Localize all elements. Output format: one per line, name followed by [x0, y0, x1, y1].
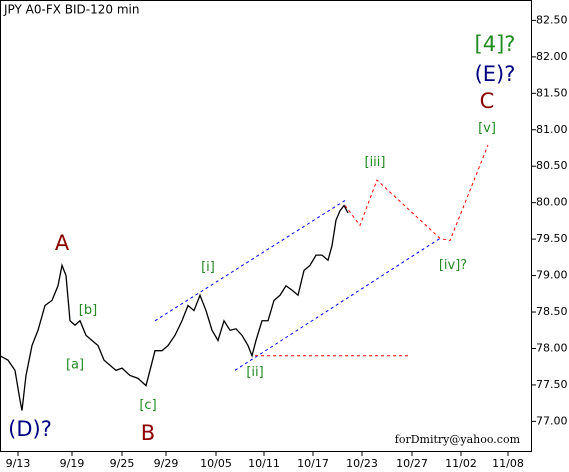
- y-tick-label: 77.00: [536, 414, 568, 427]
- wave-label: A: [55, 231, 70, 255]
- x-tick-label: 10/23: [346, 457, 378, 470]
- wave-label: [iv]?: [439, 258, 467, 273]
- y-tick-label: 79.00: [536, 269, 568, 282]
- y-tick-label: 80.00: [536, 196, 568, 209]
- wave-label: C: [480, 89, 495, 113]
- x-tick-label: 10/17: [297, 457, 329, 470]
- wave-label: (E)?: [475, 62, 516, 86]
- x-tick-label: 10/27: [396, 457, 428, 470]
- wave-label: B: [141, 421, 155, 445]
- watermark: forDmitry@yahoo.com: [395, 433, 521, 446]
- chart-title: JPY A0-FX BID-120 min: [3, 3, 139, 17]
- x-tick-label: 11/02: [445, 457, 477, 470]
- y-tick-label: 79.50: [536, 232, 568, 245]
- wave-label: [v]: [478, 121, 496, 136]
- x-tick-label: 10/11: [248, 457, 280, 470]
- y-tick-label: 81.50: [536, 86, 568, 99]
- wave-label: [ii]: [246, 365, 263, 380]
- x-tick-label: 9/25: [110, 457, 135, 470]
- wave-projection: [344, 144, 489, 242]
- y-tick-label: 82.00: [536, 50, 568, 63]
- y-tick-label: 80.50: [536, 159, 568, 172]
- y-tick-label: 78.00: [536, 341, 568, 354]
- x-tick-label: 9/13: [6, 457, 31, 470]
- wave-label: [a]: [66, 358, 84, 373]
- wave-projection: [234, 237, 441, 371]
- wave-label: [i]: [201, 260, 215, 275]
- wave-projection: [154, 200, 346, 322]
- x-tick-label: 10/05: [200, 457, 232, 470]
- wave-label: [4]?: [475, 32, 516, 56]
- y-tick-label: 82.50: [536, 13, 568, 26]
- wave-label: [b]: [79, 303, 97, 318]
- y-tick-label: 78.50: [536, 305, 568, 318]
- plot-frame: [0, 0, 532, 452]
- wave-label: (D)?: [8, 417, 52, 441]
- x-tick-label: 11/08: [492, 457, 524, 470]
- x-tick-label: 9/29: [154, 457, 179, 470]
- wave-label: [iii]: [365, 155, 386, 170]
- x-tick-label: 9/19: [60, 457, 85, 470]
- wave-label: [c]: [139, 398, 156, 413]
- y-tick-label: 77.50: [536, 378, 568, 391]
- price-line: [0, 204, 349, 411]
- y-tick-label: 81.00: [536, 123, 568, 136]
